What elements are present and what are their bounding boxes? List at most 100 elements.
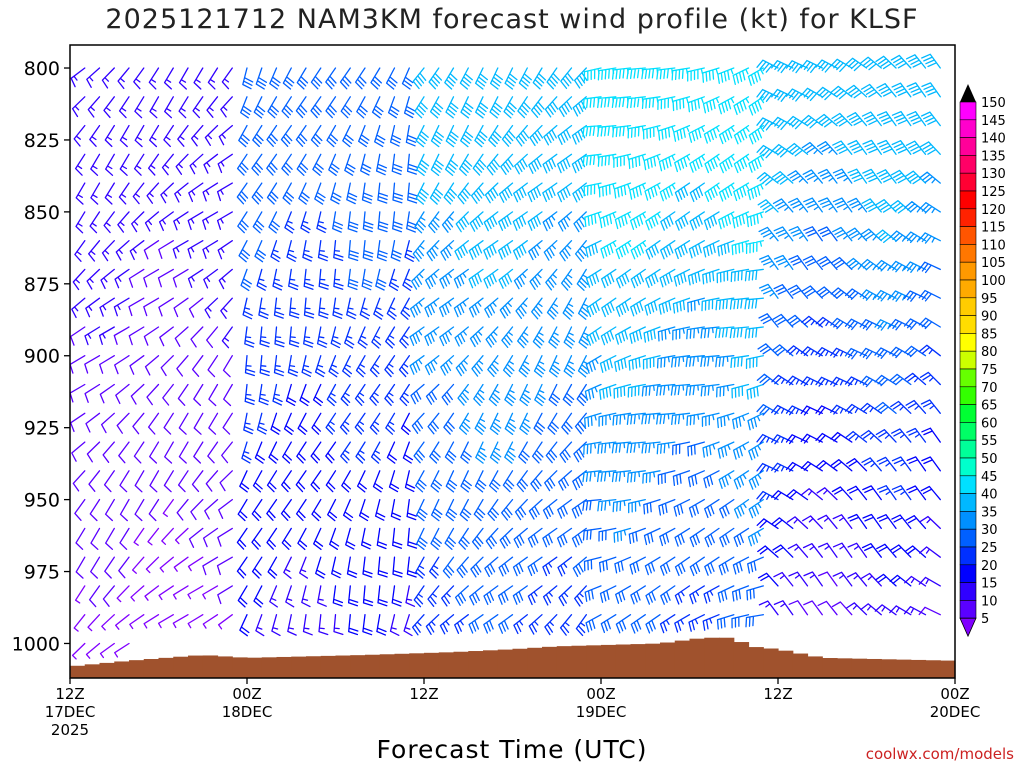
wind-barb: [116, 412, 130, 434]
wind-barb: [718, 182, 735, 202]
wind-barb: [644, 297, 661, 316]
wind-barb: [302, 614, 313, 636]
wind-barb: [202, 556, 219, 576]
wind-barb: [830, 58, 853, 73]
wind-barb: [119, 124, 130, 148]
terrain-column: [173, 656, 189, 678]
wind-barb: [386, 297, 397, 320]
terrain-column: [851, 658, 868, 678]
wind-barb: [816, 256, 838, 271]
wind-barb: [645, 614, 661, 634]
terrain-column: [645, 643, 661, 678]
wind-barb: [642, 124, 661, 140]
wind-barb: [377, 182, 389, 204]
colorbar-swatch: [959, 493, 977, 512]
x-tick-label: 12Z: [55, 685, 84, 703]
wind-barb: [270, 412, 281, 435]
wind-barb: [517, 326, 529, 349]
wind-barb: [268, 211, 280, 234]
wind-barb: [756, 117, 779, 131]
wind-barb: [128, 268, 145, 288]
colorbar-label: 5: [981, 612, 989, 627]
wind-barb: [501, 124, 516, 147]
wind-barb: [573, 67, 588, 89]
wind-barb: [325, 412, 337, 435]
wind-barb: [788, 226, 809, 242]
wind-barb: [731, 383, 750, 399]
wind-barb: [251, 153, 263, 176]
wind-barb: [251, 527, 263, 550]
wind-barb: [860, 83, 882, 98]
wind-barb: [583, 182, 602, 197]
wind-barb: [861, 543, 882, 558]
wind-barb: [889, 260, 912, 273]
wind-barb: [542, 556, 558, 577]
wind-barb: [376, 614, 387, 636]
wind-barb: [314, 182, 326, 205]
wind-barb: [800, 405, 823, 416]
wind-barb: [657, 96, 676, 111]
wind-barb: [746, 211, 764, 228]
colorbar-label: 70: [981, 381, 998, 396]
wind-barb: [584, 412, 602, 428]
wind-barb: [530, 470, 543, 492]
wind-barb: [612, 412, 632, 426]
wind-barb: [288, 268, 299, 291]
wind-barb: [298, 182, 310, 205]
wind-barb: [597, 498, 617, 512]
wind-barb: [584, 383, 602, 402]
wind-barb: [483, 211, 499, 232]
wind-barb: [583, 441, 602, 455]
wind-barb: [238, 124, 250, 148]
wind-barb: [325, 470, 337, 493]
wind-barb: [542, 182, 558, 203]
wind-barb: [498, 268, 514, 289]
wind-barb: [645, 211, 661, 231]
wind-barb: [641, 412, 661, 425]
wind-barb: [501, 498, 514, 521]
wind-barb: [384, 383, 396, 406]
colorbar-swatch: [959, 582, 977, 601]
wind-barb: [269, 585, 278, 608]
wind-barb: [354, 412, 366, 435]
wind-barb: [876, 111, 897, 127]
wind-barb: [889, 230, 912, 243]
wind-barb: [689, 153, 706, 173]
wind-barb: [597, 124, 617, 137]
wind-barb: [512, 211, 528, 231]
wind-barb: [84, 326, 101, 346]
wind-barb: [674, 556, 691, 577]
wind-barb: [756, 490, 779, 501]
wind-barb: [803, 571, 823, 587]
wind-barb: [642, 470, 661, 484]
wind-barb: [407, 527, 418, 549]
wind-barb: [674, 585, 691, 605]
wind-barb: [71, 96, 86, 118]
wind-barb: [357, 326, 368, 349]
wind-barb: [787, 284, 809, 299]
wind-barb: [474, 412, 487, 435]
terrain-column: [276, 656, 292, 678]
wind-barb: [582, 153, 602, 167]
colorbar-swatch: [959, 119, 977, 138]
wind-barb: [733, 498, 750, 519]
wind-barb: [287, 614, 297, 636]
wind-barb: [758, 313, 779, 328]
wind-barb: [296, 67, 309, 90]
wind-barb: [148, 498, 160, 522]
wind-barb: [687, 96, 705, 113]
wind-barb: [773, 571, 794, 587]
wind-barb: [318, 614, 329, 636]
wind-barb: [238, 240, 251, 263]
colorbar-label: 145: [981, 114, 1006, 129]
wind-barb: [274, 326, 285, 348]
wind-barb: [236, 153, 249, 176]
wind-barb: [86, 441, 101, 463]
wind-barb: [398, 355, 410, 378]
wind-barb: [389, 124, 402, 147]
wind-barb: [187, 211, 204, 231]
wind-barb: [143, 326, 160, 346]
wind-barb: [598, 412, 617, 427]
terrain-column: [556, 646, 573, 678]
wind-barb: [104, 182, 115, 205]
